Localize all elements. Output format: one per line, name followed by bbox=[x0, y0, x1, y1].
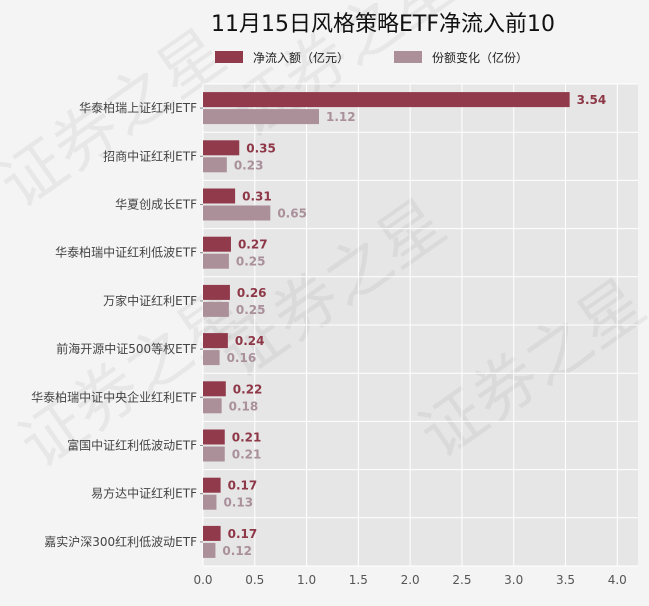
x-tick-label: 1.5 bbox=[349, 573, 368, 587]
data-label-inflow: 0.17 bbox=[228, 479, 258, 493]
bar-inflow bbox=[203, 284, 230, 300]
data-label-inflow: 0.21 bbox=[232, 431, 262, 445]
legend-swatch bbox=[394, 51, 422, 63]
legend-swatch bbox=[215, 51, 243, 63]
bar-shares bbox=[203, 398, 222, 414]
bar-inflow bbox=[203, 381, 226, 397]
category-label: 华泰柏瑞中证红利低波ETF bbox=[55, 245, 197, 260]
data-label-inflow: 0.26 bbox=[237, 286, 267, 300]
x-tick-label: 3.0 bbox=[504, 573, 523, 587]
bar-inflow bbox=[203, 477, 221, 493]
bar-shares bbox=[203, 446, 225, 462]
bar-shares bbox=[203, 301, 229, 317]
bar-inflow bbox=[203, 188, 236, 204]
bar-shares bbox=[203, 350, 220, 366]
category-label: 招商中证红利ETF bbox=[103, 148, 197, 163]
data-label-shares: 1.12 bbox=[326, 110, 356, 124]
x-tick-label: 0.5 bbox=[245, 573, 264, 587]
data-label-inflow: 0.35 bbox=[246, 141, 276, 155]
data-label-inflow: 0.17 bbox=[228, 527, 258, 541]
bar-inflow bbox=[203, 140, 240, 156]
data-label-shares: 0.25 bbox=[236, 303, 266, 317]
bar-inflow bbox=[203, 429, 225, 445]
data-label-shares: 0.16 bbox=[227, 351, 257, 365]
bar-inflow bbox=[203, 92, 570, 108]
data-label-shares: 0.23 bbox=[234, 158, 264, 172]
data-label-inflow: 0.22 bbox=[233, 382, 263, 396]
data-label-inflow: 0.31 bbox=[242, 190, 272, 204]
x-tick-label: 3.5 bbox=[556, 573, 575, 587]
data-label-shares: 0.21 bbox=[232, 448, 262, 462]
bar-shares bbox=[203, 157, 227, 173]
bar-inflow bbox=[203, 333, 228, 349]
data-label-shares: 0.65 bbox=[277, 207, 307, 221]
data-label-shares: 0.12 bbox=[222, 544, 252, 558]
category-label: 嘉实沪深300红利低波动ETF bbox=[44, 534, 197, 549]
data-label-inflow: 0.27 bbox=[238, 238, 268, 252]
bar-shares bbox=[203, 542, 216, 558]
bar-shares bbox=[203, 205, 271, 221]
x-tick-label: 4.0 bbox=[608, 573, 627, 587]
category-label: 华泰柏瑞中证中央企业红利ETF bbox=[31, 389, 197, 404]
bar-shares bbox=[203, 253, 229, 269]
data-label-shares: 0.18 bbox=[229, 399, 259, 413]
x-tick-label: 0.0 bbox=[193, 573, 212, 587]
category-label: 华泰柏瑞上证红利ETF bbox=[79, 100, 197, 115]
category-label: 前海开源中证500等权ETF bbox=[56, 341, 197, 356]
data-label-shares: 0.25 bbox=[236, 255, 266, 269]
x-tick-label: 2.0 bbox=[401, 573, 420, 587]
data-label-inflow: 0.24 bbox=[235, 334, 265, 348]
bar-shares bbox=[203, 494, 217, 510]
bar-inflow bbox=[203, 525, 221, 541]
category-label: 易方达中证红利ETF bbox=[91, 486, 197, 501]
data-label-inflow: 3.54 bbox=[577, 93, 607, 107]
category-label: 富国中证红利低波动ETF bbox=[67, 438, 197, 453]
legend-label: 净流入额（亿元） bbox=[253, 50, 349, 65]
x-tick-label: 2.5 bbox=[452, 573, 471, 587]
data-label-shares: 0.13 bbox=[223, 496, 253, 510]
bar-shares bbox=[203, 109, 319, 125]
x-tick-label: 1.0 bbox=[297, 573, 316, 587]
category-label: 万家中证红利ETF bbox=[103, 293, 197, 308]
chart-title: 11月15日风格策略ETF净流入前10 bbox=[211, 12, 555, 37]
bar-inflow bbox=[203, 236, 231, 252]
category-label: 华夏创成长ETF bbox=[115, 198, 197, 212]
legend-label: 份额变化（亿份） bbox=[432, 50, 528, 65]
